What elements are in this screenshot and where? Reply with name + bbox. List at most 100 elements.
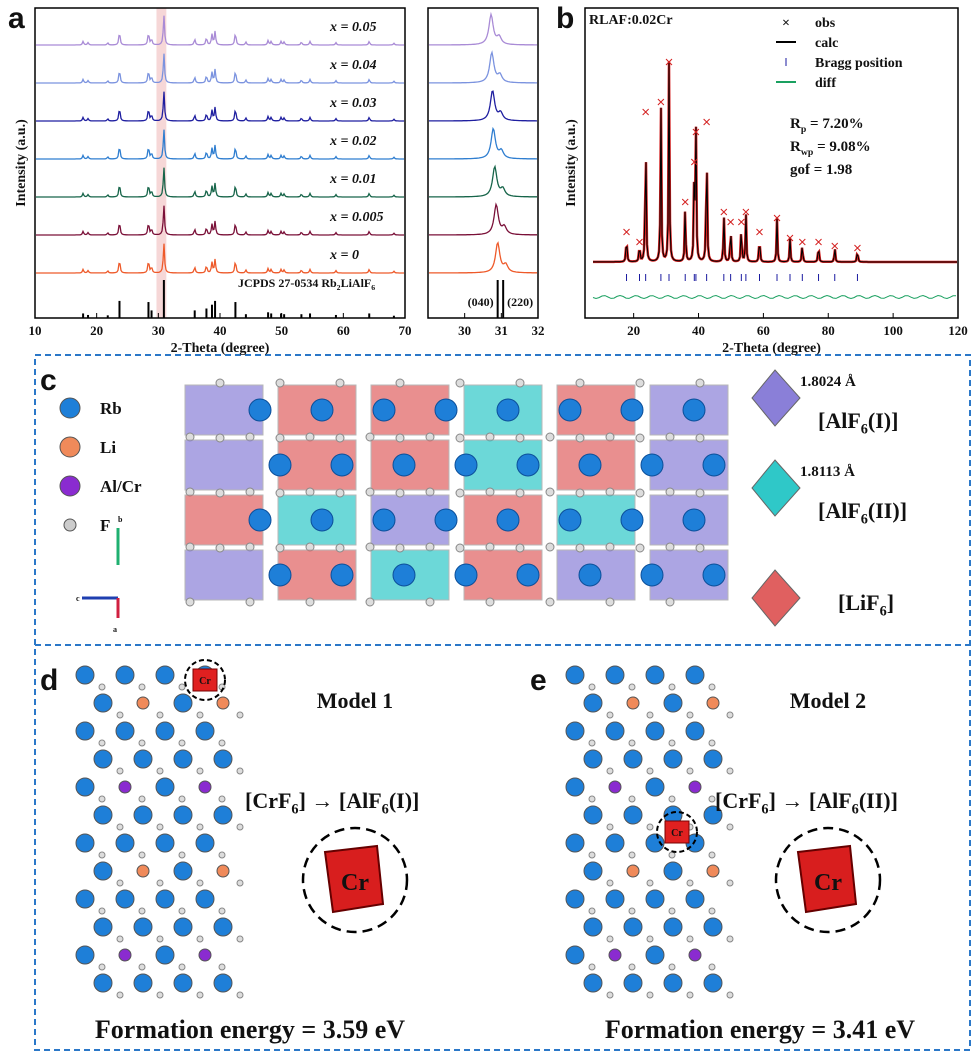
atom [703,805,723,825]
legend-marker: × [782,16,790,31]
plane-label: (040) [468,295,494,309]
text-part: 6 [880,604,887,620]
rb-atom [330,563,354,587]
zoom-circle [774,826,882,934]
atom [608,780,622,794]
f-atom [116,767,124,775]
text-part: 6 [852,802,859,818]
f-atom [695,378,705,388]
atom [565,665,585,685]
f-atom [708,907,716,915]
inset-pattern [429,164,537,198]
f-atom [646,767,654,775]
cr-octahedron [192,668,218,692]
rb-atom [248,398,272,422]
f-atom [726,935,734,943]
atom [645,665,665,685]
series-label: x = 0 [329,248,359,263]
f-atom [138,739,146,747]
atom [645,833,665,853]
atom [155,945,175,965]
f-atom [606,879,614,887]
f-atom [726,823,734,831]
polyhedron-label: [LiF6] [838,590,894,620]
cr-label: Cr [671,828,683,839]
f-atom [178,963,186,971]
x-tick-label: 30 [152,323,165,338]
x-tick-label: 40 [692,323,705,338]
x-tick-label: 40 [214,323,227,338]
f-atom [708,963,716,971]
f-atom [365,432,375,442]
f-atom [695,543,705,553]
text-part: R [790,139,801,155]
x-tick-label: 80 [822,323,835,338]
rb-atom [640,563,664,587]
f-atom [455,433,465,443]
rb-atom [620,398,644,422]
panel-frame [34,354,971,1051]
f-atom [628,963,636,971]
rb-atom [640,453,664,477]
atom [213,973,233,993]
rb-atom [558,508,582,532]
rb-atom [516,453,540,477]
axis-letter: a [113,625,117,634]
f-atom [635,543,645,553]
legend-label: Li [100,438,116,457]
x-tick-label: 30 [458,323,471,338]
atom [133,973,153,993]
f-atom [646,711,654,719]
polyhedron-label: [AlF6(I)] [818,408,898,438]
f-atom [708,683,716,691]
atom [645,889,665,909]
atom [583,861,603,881]
atom [155,889,175,909]
f-atom [196,991,204,999]
f-atom [695,433,705,443]
atom [583,973,603,993]
f-atom [695,488,705,498]
f-atom [156,767,164,775]
text-part: 6 [371,283,375,292]
f-atom [215,433,225,443]
f-atom [455,543,465,553]
atom [583,805,603,825]
atom [605,889,625,909]
obs-marker [854,244,861,252]
fit-statistic: Rp = 7.20% [790,116,864,135]
f-atom [98,683,106,691]
text-part: 6 [382,802,389,818]
f-atom [545,597,555,607]
f-atom [196,935,204,943]
f-atom [236,879,244,887]
series-label: x = 0.005 [329,210,383,225]
rb-atom [516,563,540,587]
f-atom [116,879,124,887]
rb-atom [310,398,334,422]
axis-letter: b [118,515,123,524]
model-title: Model 2 [790,688,866,713]
text-part: 6 [291,802,298,818]
series-label: x = 0.04 [329,58,376,73]
f-atom [708,851,716,859]
f-atom [668,739,676,747]
cr-label: Cr [341,870,369,896]
text-part: p [801,124,807,135]
cr-label: Cr [199,676,211,687]
f-atom [726,991,734,999]
rb-atom [392,563,416,587]
atom [645,777,665,797]
atom [216,864,230,878]
x-tick-label: 20 [627,323,640,338]
atom [583,693,603,713]
atom [565,945,585,965]
f-atom [275,488,285,498]
rb-atom [702,453,726,477]
f-atom [686,991,694,999]
atom [155,833,175,853]
f-atom [185,597,195,607]
obs-marker [742,208,750,216]
polyhedron [184,439,264,491]
